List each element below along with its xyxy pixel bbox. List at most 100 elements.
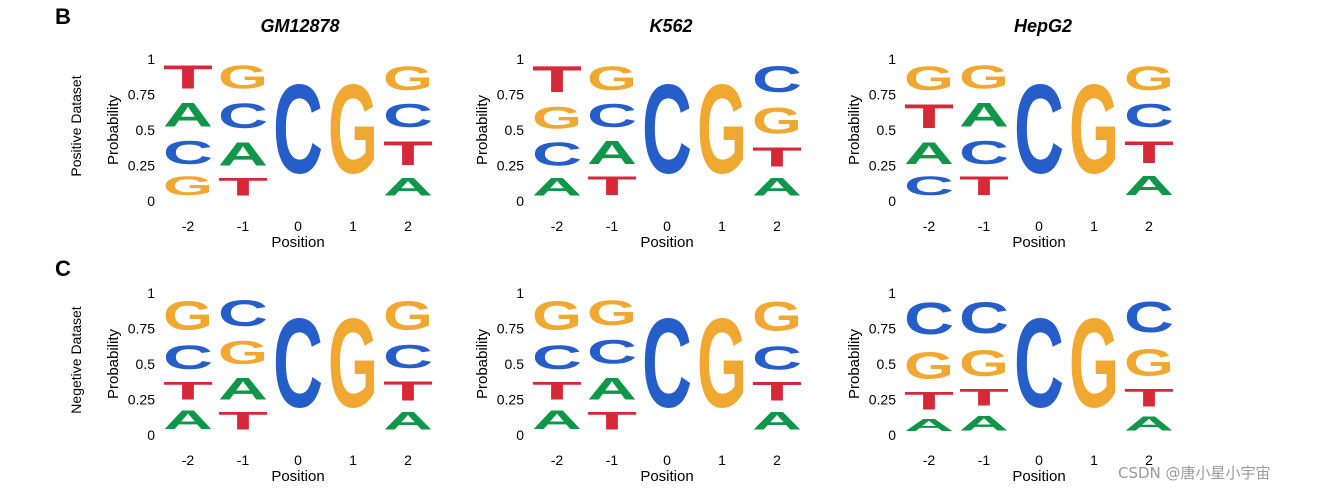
y-tick-label: 0 [888,193,896,209]
logo-letter-a: A [532,406,582,435]
x-tick-label: -1 [237,452,250,468]
x-tick-label: 1 [718,452,726,468]
logo-letter-c: C [959,293,1009,343]
logo-letter-g: G [328,60,378,201]
x-tick-label: 0 [663,218,671,234]
y-tick-label: 0 [147,427,155,443]
logo-letter-g: G [959,59,1009,96]
logo-letter-c: C [959,135,1009,171]
logo-letter-c: C [218,293,268,334]
x-tick-label: -1 [237,218,250,234]
logo-panel: Probability 0 0.25 0.5 0.75 1 -2 -1 0 1 2 Position A… [474,51,802,251]
logo-letter-t: T [1124,135,1174,170]
logo-letter-t: T [163,60,213,96]
logo-letter-c: C [532,339,582,377]
y-tick-label: 1 [888,51,896,67]
x-axis-label: Position [640,468,693,485]
logo-letter-a: A [218,371,268,406]
logo-letter-a: A [1124,412,1174,435]
x-tick-label: -1 [978,452,991,468]
logo-letter-c: C [218,96,268,136]
logo-letter-a: A [959,411,1009,435]
y-tick-label: 1 [516,51,524,67]
y-axis-label: Probability [846,328,863,399]
sequence-logos: Probability 0 0.25 0.5 0.75 1 -2 -1 0 1 2 Position G… [105,51,1174,485]
y-tick-label: 0.75 [869,321,896,337]
logo-letter-a: A [904,415,954,435]
logo-letter-c: C [383,339,433,375]
x-tick-label: 1 [1090,218,1098,234]
logo-letter-c: C [752,340,802,376]
logo-letter-t: T [163,377,213,405]
logo-letter-t: T [959,171,1009,201]
x-tick-label: -2 [182,452,195,468]
logo-letter-g: G [163,293,213,338]
x-tick-label: 1 [1090,452,1098,468]
y-axis-label: Probability [474,328,491,399]
x-axis-label: Position [1012,468,1065,485]
logo-letter-g: G [959,343,1009,384]
logo-letter-c: C [1014,59,1064,200]
panel-label-b: B [55,4,71,29]
x-axis-label: Position [640,234,693,251]
y-tick-label: 1 [147,285,155,301]
logo-letter-g: G [1124,59,1174,98]
y-tick-label: 0.5 [877,356,897,372]
y-axis-label: Probability [105,94,122,165]
logo-letter-a: A [1124,170,1174,201]
logo-letter-g: G [1069,294,1119,435]
x-tick-label: 2 [1145,218,1153,234]
logo-letter-g: G [218,334,268,371]
logo-letter-t: T [383,375,433,406]
y-tick-label: 1 [888,285,896,301]
column-title-hepg2: HepG2 [1014,16,1072,36]
logo-letter-a: A [218,136,268,172]
logo-letter-c: C [904,172,954,201]
logo-letter-a: A [587,135,637,171]
logo-letter-t: T [532,60,582,101]
logo-letter-g: G [587,293,637,333]
x-tick-label: 0 [663,452,671,468]
y-tick-label: 0.25 [128,392,155,408]
logo-letter-t: T [904,387,954,415]
logo-letter-t: T [752,141,802,172]
logo-letter-t: T [752,377,802,407]
row-label-positive: Positive Dataset [68,75,84,176]
logo-letter-t: T [532,377,582,405]
x-tick-label: 0 [294,452,302,468]
logo-letter-c: C [532,136,582,172]
y-tick-label: 0.25 [869,158,896,174]
x-axis-label: Position [271,234,324,251]
x-tick-label: 2 [404,218,412,234]
logo-letter-c: C [163,339,213,377]
logo-letter-a: A [959,96,1009,134]
x-tick-label: 2 [404,452,412,468]
y-tick-label: 0.75 [497,87,524,103]
logo-letter-a: A [532,173,582,201]
x-tick-label: -1 [606,218,619,234]
y-tick-label: 0.5 [136,356,156,372]
logo-letter-g: G [532,100,582,136]
logo-letter-a: A [904,136,954,171]
x-tick-label: -2 [923,452,936,468]
logo-letter-c: C [273,59,323,200]
y-tick-label: 1 [516,285,524,301]
logo-letter-a: A [163,96,213,134]
logo-letter-c: C [383,98,433,134]
panel-label-c: C [55,256,71,281]
y-tick-label: 0.75 [128,321,155,337]
x-tick-label: -1 [606,452,619,468]
logo-letter-g: G [697,294,747,435]
logo-letter-c: C [587,98,637,134]
x-tick-label: 0 [1035,218,1043,234]
x-tick-label: 0 [1035,452,1043,468]
row-label-negative: Negetive Dataset [68,306,84,414]
logo-letter-a: A [752,173,802,201]
logo-letter-g: G [1124,342,1174,384]
y-tick-label: 0 [516,193,524,209]
x-tick-label: 0 [294,218,302,234]
logo-letter-c: C [1014,293,1064,434]
x-tick-label: -1 [978,218,991,234]
y-tick-label: 0.5 [505,122,525,138]
